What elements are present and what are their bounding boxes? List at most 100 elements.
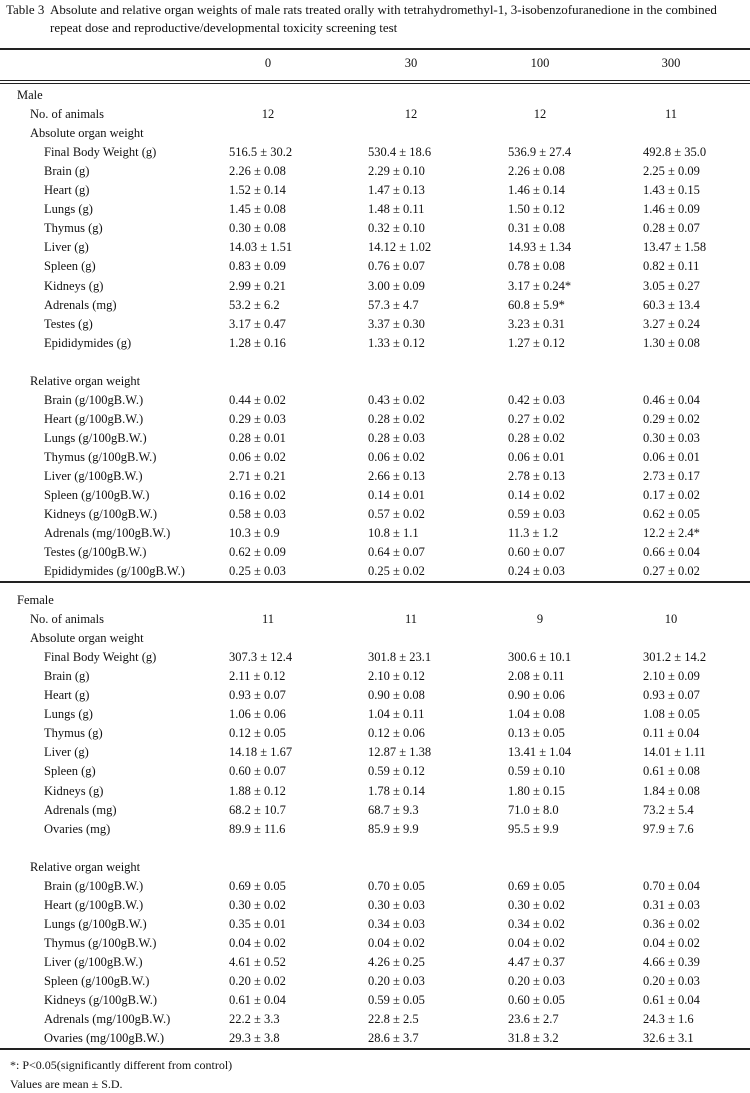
animals-row: No. of animals 11 11 9 10 xyxy=(0,610,750,629)
value-cell: 73.2 ± 5.4 xyxy=(643,802,694,817)
row-label: Liver (g) xyxy=(44,240,89,255)
row-label: Kidneys (g) xyxy=(44,278,104,293)
value-cell: 536.9 ± 27.4 xyxy=(508,145,572,160)
value-cell: 13.47 ± 1.58 xyxy=(643,240,707,255)
group-header-row: Absolute organ weight xyxy=(0,629,750,648)
value-cell: 0.82 ± 0.11 xyxy=(643,259,700,274)
value-cell: 12.87 ± 1.38 xyxy=(368,745,432,760)
value-cell: 0.04 ± 0.02 xyxy=(643,935,700,950)
value-cell: 1.27 ± 0.12 xyxy=(508,335,565,350)
value-cell: 0.42 ± 0.03 xyxy=(508,392,565,407)
value-cell: 0.57 ± 0.02 xyxy=(368,507,425,522)
value-cell: 85.9 ± 9.9 xyxy=(368,821,419,836)
row-label: Heart (g/100gB.W.) xyxy=(44,897,144,912)
table-row: Kidneys (g/100gB.W.) 0.58 ± 0.03 0.57 ± 0.… xyxy=(0,505,750,524)
row-label: Adrenals (mg) xyxy=(44,802,117,817)
table-row: Adrenals (mg/100gB.W.) 22.2 ± 3.3 22.8 ± 2… xyxy=(0,1010,750,1029)
row-label: Lungs (g) xyxy=(44,707,93,722)
row-label: Final Body Weight (g) xyxy=(44,145,157,160)
value-cell: 1.46 ± 0.09 xyxy=(643,202,700,217)
value-cell: 2.99 ± 0.21 xyxy=(229,278,286,293)
value-cell: 0.90 ± 0.08 xyxy=(368,688,425,703)
table-rule xyxy=(0,80,750,81)
value-cell: 22.2 ± 3.3 xyxy=(229,1012,280,1027)
value-cell: 0.60 ± 0.07 xyxy=(508,545,565,560)
animals-count: 11 xyxy=(664,107,678,122)
footnote: *: P<0.05(significantly different from c… xyxy=(10,1058,233,1072)
value-cell: 0.62 ± 0.05 xyxy=(643,507,700,522)
value-cell: 2.08 ± 0.11 xyxy=(508,669,565,684)
row-label: Lungs (g/100gB.W.) xyxy=(44,430,147,445)
value-cell: 0.34 ± 0.03 xyxy=(368,916,425,931)
row-label: Adrenals (mg) xyxy=(44,297,117,312)
animals-count: 12 xyxy=(533,107,547,122)
table-row: Brain (g) 2.11 ± 0.12 2.10 ± 0.12 2.08 ± 0.… xyxy=(0,667,750,686)
row-label: Ovaries (mg) xyxy=(44,821,111,836)
value-cell: 0.76 ± 0.07 xyxy=(368,259,425,274)
group-label: Relative organ weight xyxy=(30,859,141,874)
value-cell: 0.13 ± 0.05 xyxy=(508,726,565,741)
value-cell: 0.20 ± 0.03 xyxy=(508,974,565,988)
value-cell: 0.12 ± 0.05 xyxy=(229,726,286,741)
value-cell: 0.69 ± 0.05 xyxy=(229,878,286,893)
value-cell: 0.17 ± 0.02 xyxy=(643,488,700,503)
value-cell: 1.84 ± 0.08 xyxy=(643,783,700,798)
row-label: Brain (g/100gB.W.) xyxy=(44,878,144,893)
value-cell: 68.2 ± 10.7 xyxy=(229,802,286,817)
row-label: Heart (g/100gB.W.) xyxy=(44,411,144,426)
table-row: Ovaries (mg/100gB.W.) 29.3 ± 3.8 28.6 ± 3.… xyxy=(0,1029,750,1048)
table-rule xyxy=(0,48,750,50)
value-cell: 0.93 ± 0.07 xyxy=(643,688,700,703)
value-cell: 0.59 ± 0.03 xyxy=(508,507,565,522)
value-cell: 2.66 ± 0.13 xyxy=(368,469,425,483)
table-row: Spleen (g) 0.83 ± 0.09 0.76 ± 0.07 0.78 ± 0… xyxy=(0,257,750,276)
row-label: Thymus (g) xyxy=(44,221,103,236)
row-label: Brain (g/100gB.W.) xyxy=(44,392,144,407)
table-row: Adrenals (mg/100gB.W.) 10.3 ± 0.9 10.8 ± 1… xyxy=(0,524,750,543)
table-row: Spleen (g/100gB.W.) 0.16 ± 0.02 0.14 ± 0.0… xyxy=(0,486,750,505)
value-cell: 3.17 ± 0.24* xyxy=(508,278,572,293)
table-row: Lungs (g) 1.45 ± 0.08 1.48 ± 0.11 1.50 ± 0.… xyxy=(0,200,750,219)
group-header-row: Relative organ weight xyxy=(0,858,750,877)
value-cell: 28.6 ± 3.7 xyxy=(368,1031,419,1046)
value-cell: 14.01 ± 1.11 xyxy=(643,745,706,760)
value-cell: 1.08 ± 0.05 xyxy=(643,707,700,722)
value-cell: 1.43 ± 0.15 xyxy=(643,183,700,198)
value-cell: 0.04 ± 0.02 xyxy=(229,935,286,950)
section-row: Male xyxy=(0,86,750,105)
value-cell: 0.61 ± 0.08 xyxy=(643,764,700,779)
table-row: Heart (g) 1.52 ± 0.14 1.47 ± 0.13 1.46 ± 0.… xyxy=(0,181,750,200)
value-cell: 0.30 ± 0.08 xyxy=(229,221,286,236)
value-cell: 57.3 ± 4.7 xyxy=(368,297,419,312)
value-cell: 0.64 ± 0.07 xyxy=(368,545,425,560)
value-cell: 0.59 ± 0.12 xyxy=(368,764,425,779)
value-cell: 0.12 ± 0.06 xyxy=(368,726,425,741)
value-cell: 14.18 ± 1.67 xyxy=(229,745,293,760)
value-cell: 1.47 ± 0.13 xyxy=(368,183,425,198)
column-header-dose-0: 0 xyxy=(264,56,272,70)
value-cell: 14.12 ± 1.02 xyxy=(368,240,432,255)
value-cell: 2.78 ± 0.13 xyxy=(508,469,565,483)
column-header-dose-300: 300 xyxy=(661,56,681,70)
row-label: Brain (g) xyxy=(44,164,90,179)
table-row: Testes (g) 3.17 ± 0.47 3.37 ± 0.30 3.23 ± 0… xyxy=(0,315,750,334)
row-label: Ovaries (mg/100gB.W.) xyxy=(44,1031,165,1046)
value-cell: 0.46 ± 0.04 xyxy=(643,392,700,407)
value-cell: 0.31 ± 0.03 xyxy=(643,897,700,912)
value-cell: 0.69 ± 0.05 xyxy=(508,878,565,893)
table-title: Absolute and relative organ weights of m… xyxy=(50,2,717,35)
value-cell: 0.20 ± 0.03 xyxy=(368,974,425,988)
value-cell: 0.90 ± 0.06 xyxy=(508,688,565,703)
value-cell: 1.88 ± 0.12 xyxy=(229,783,286,798)
value-cell: 0.60 ± 0.05 xyxy=(508,993,565,1008)
animals-count: 12 xyxy=(261,107,275,122)
value-cell: 0.29 ± 0.03 xyxy=(229,411,286,426)
value-cell: 22.8 ± 2.5 xyxy=(368,1012,419,1027)
value-cell: 0.24 ± 0.03 xyxy=(508,564,565,579)
column-header-row: 0 30 100 300 xyxy=(0,54,750,73)
row-label: No. of animals xyxy=(30,107,104,122)
table-number: Table 3 xyxy=(6,2,45,17)
value-cell: 1.50 ± 0.12 xyxy=(508,202,565,217)
group-label: Absolute organ weight xyxy=(30,126,144,141)
value-cell: 1.48 ± 0.11 xyxy=(368,202,425,217)
